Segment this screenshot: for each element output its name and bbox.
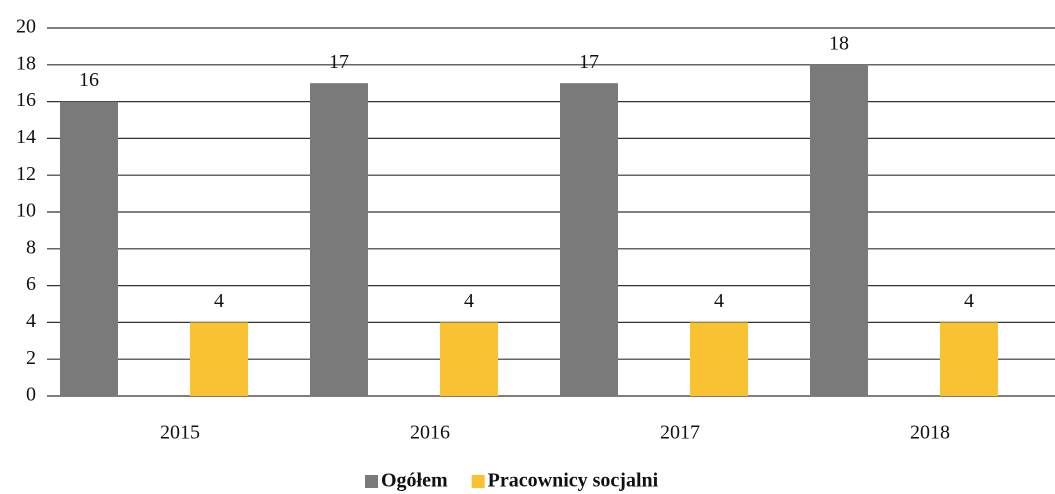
bar xyxy=(940,322,998,396)
bar xyxy=(60,101,118,396)
y-tick-label: 10 xyxy=(16,200,36,222)
legend-label: Ogółem xyxy=(381,470,448,492)
y-tick-label: 14 xyxy=(16,126,36,148)
y-tick-label: 2 xyxy=(26,347,36,369)
data-label: 4 xyxy=(214,290,224,312)
bar xyxy=(190,322,248,396)
y-tick-label: 8 xyxy=(26,236,36,258)
x-tick-label: 2015 xyxy=(160,422,200,444)
legend-label: Pracownicy socjalni xyxy=(488,470,659,492)
data-label: 16 xyxy=(79,69,99,91)
data-label: 4 xyxy=(464,290,474,312)
bar xyxy=(310,83,368,396)
y-tick-label: 4 xyxy=(26,310,36,332)
data-label: 4 xyxy=(964,290,974,312)
bar xyxy=(810,64,868,397)
bar xyxy=(690,322,748,396)
data-label: 18 xyxy=(829,32,849,54)
x-tick-label: 2018 xyxy=(910,422,950,444)
y-tick-label: 18 xyxy=(16,52,36,74)
x-tick-label: 2016 xyxy=(410,422,450,444)
data-label: 4 xyxy=(714,290,724,312)
bar xyxy=(440,322,498,396)
legend-swatch xyxy=(471,475,485,488)
y-tick-label: 0 xyxy=(26,384,36,406)
data-label: 17 xyxy=(329,51,349,73)
y-tick-label: 20 xyxy=(16,16,36,38)
y-tick-label: 6 xyxy=(26,273,36,295)
legend-swatch xyxy=(365,475,378,488)
x-tick-label: 2017 xyxy=(660,422,700,444)
y-tick-label: 12 xyxy=(16,163,36,185)
bar xyxy=(560,83,618,396)
y-tick-label: 16 xyxy=(16,89,36,111)
data-label: 17 xyxy=(579,51,599,73)
